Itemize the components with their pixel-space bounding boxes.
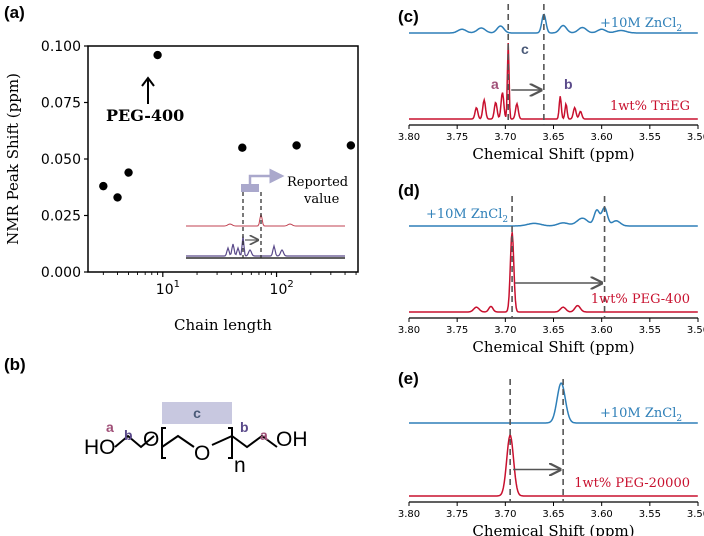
x-tick-label: 3.65 xyxy=(542,132,564,143)
blue-series-label: +10M ZnCl2 xyxy=(600,406,682,424)
bracket-right xyxy=(228,427,233,459)
oxygen-1: O xyxy=(143,428,159,451)
x-axis-title: Chemical Shift (ppm) xyxy=(472,338,634,356)
blue-spectrum-line xyxy=(409,206,698,227)
peak-label-a: a xyxy=(491,76,499,92)
spectrum-panel-c: (c) 3.80 3.75 3.70 3.65 3.60 3.55 3.50 Chemical … xyxy=(398,4,704,163)
x-tick-label: 3.70 xyxy=(494,509,516,520)
red-spectrum-line xyxy=(409,434,698,497)
inset-reported-bar xyxy=(241,184,259,192)
scatter-point xyxy=(346,141,356,150)
bond-right xyxy=(231,434,278,449)
a-ytick-label: 0.100 xyxy=(41,39,81,55)
bond-mid-2 xyxy=(211,435,233,446)
scatter-point xyxy=(113,193,122,202)
panel-label: (e) xyxy=(398,369,419,388)
scatter-point xyxy=(292,141,301,150)
scatter-point xyxy=(238,143,247,152)
a-xtick-label: 102 xyxy=(270,279,294,298)
x-tick-label: 3.55 xyxy=(639,509,661,520)
panel-b-label: (b) xyxy=(4,355,26,374)
red-series-label: 1wt% TriEG xyxy=(610,99,690,114)
panel-a-inset: Reported value xyxy=(186,168,348,259)
panel-a-plot: 0.000 0.025 0.050 0.075 0.100 101 102 NMR Pea… xyxy=(4,39,359,334)
x-tick-label: 3.60 xyxy=(591,325,613,336)
bond-left xyxy=(114,434,155,449)
x-tick-label: 3.60 xyxy=(591,509,613,520)
inset-reported-arrow-icon xyxy=(248,168,285,184)
inset-purple-spectrum xyxy=(186,235,345,257)
hydroxyl-right: OH xyxy=(276,428,308,451)
x-tick-label: 3.65 xyxy=(542,325,564,336)
scatter-point xyxy=(124,168,133,177)
blue-spectrum-line xyxy=(409,13,698,34)
oxygen-2: O xyxy=(194,442,210,465)
spectra-panels: (c) 3.80 3.75 3.70 3.65 3.60 3.55 3.50 Chemical … xyxy=(398,4,704,536)
x-tick-label: 3.50 xyxy=(687,132,704,143)
x-tick-label: 3.50 xyxy=(687,325,704,336)
bracket-left xyxy=(161,427,166,459)
x-tick-label: 3.80 xyxy=(398,325,420,336)
x-axis-title: Chemical Shift (ppm) xyxy=(472,145,634,163)
scatter-point xyxy=(153,50,162,60)
a-ytick-label: 0.025 xyxy=(41,209,81,225)
a-ytick-label: 0.050 xyxy=(41,152,81,168)
panel-a-x-ticks: 101 102 xyxy=(102,272,357,298)
repeat-unit-highlight xyxy=(162,402,232,424)
x-tick-label: 3.75 xyxy=(446,509,468,520)
panel-label: (d) xyxy=(398,181,420,200)
panel-a-xlabel: Chain length xyxy=(174,316,272,334)
peak-label-b: b xyxy=(564,76,573,92)
red-series-label: 1wt% PEG-400 xyxy=(591,292,690,307)
red-spectrum-line xyxy=(409,232,698,313)
a-ytick-label: 0.000 xyxy=(41,265,81,281)
red-series-label: 1wt% PEG-20000 xyxy=(574,476,690,491)
blue-series-label: +10M ZnCl2 xyxy=(600,16,682,34)
x-tick-label: 3.55 xyxy=(639,132,661,143)
a-xtick-label: 101 xyxy=(156,279,180,298)
x-tick-label: 3.55 xyxy=(639,325,661,336)
x-tick-label: 3.60 xyxy=(591,132,613,143)
spectrum-panel-d: (d) 3.80 3.75 3.70 3.65 3.60 3.55 3.50 Chemical … xyxy=(398,181,704,356)
label-a-left: a xyxy=(106,419,114,435)
panel-a-points xyxy=(99,50,356,202)
x-tick-label: 3.50 xyxy=(687,509,704,520)
inset-note-line1: Reported xyxy=(287,175,348,190)
a-ytick-label: 0.075 xyxy=(41,96,81,112)
peak-label-c: c xyxy=(521,41,529,57)
x-axis-title: Chemical Shift (ppm) xyxy=(472,522,634,536)
inset-red-spectrum xyxy=(186,213,345,227)
bond-mid xyxy=(161,434,195,448)
label-a-right: a xyxy=(260,427,268,443)
panel-a-ylabel: NMR Peak Shift (ppm) xyxy=(4,73,22,245)
label-c: c xyxy=(193,405,201,421)
x-tick-label: 3.70 xyxy=(494,325,516,336)
inset-note-line2: value xyxy=(303,192,340,207)
label-b-left: b xyxy=(124,427,133,443)
panel-a-label: (a) xyxy=(4,3,25,22)
x-tick-label: 3.70 xyxy=(494,132,516,143)
x-tick-label: 3.75 xyxy=(446,132,468,143)
peg-structure: c HO a b O O n b a OH xyxy=(84,402,308,477)
blue-series-label: +10M ZnCl2 xyxy=(426,207,508,225)
spectrum-panel-e: (e) 3.80 3.75 3.70 3.65 3.60 3.55 3.50 Chemical … xyxy=(398,369,704,536)
scatter-point xyxy=(99,181,108,191)
hydroxyl-left: HO xyxy=(84,436,116,459)
red-spectrum-line xyxy=(409,42,698,120)
panel-label: (c) xyxy=(398,7,419,26)
repeat-n: n xyxy=(234,454,246,477)
x-tick-label: 3.65 xyxy=(542,509,564,520)
blue-spectrum-line xyxy=(409,382,698,424)
peg400-annotation: PEG-400 xyxy=(106,106,184,125)
x-tick-label: 3.80 xyxy=(398,509,420,520)
x-tick-label: 3.80 xyxy=(398,132,420,143)
x-tick-label: 3.75 xyxy=(446,325,468,336)
label-b-right: b xyxy=(240,419,249,435)
peg400-arrowhead-icon xyxy=(141,76,155,87)
panel-a-frame xyxy=(87,45,359,273)
panel-a-y-ticks: 0.000 0.025 0.050 0.075 0.100 xyxy=(41,39,88,281)
